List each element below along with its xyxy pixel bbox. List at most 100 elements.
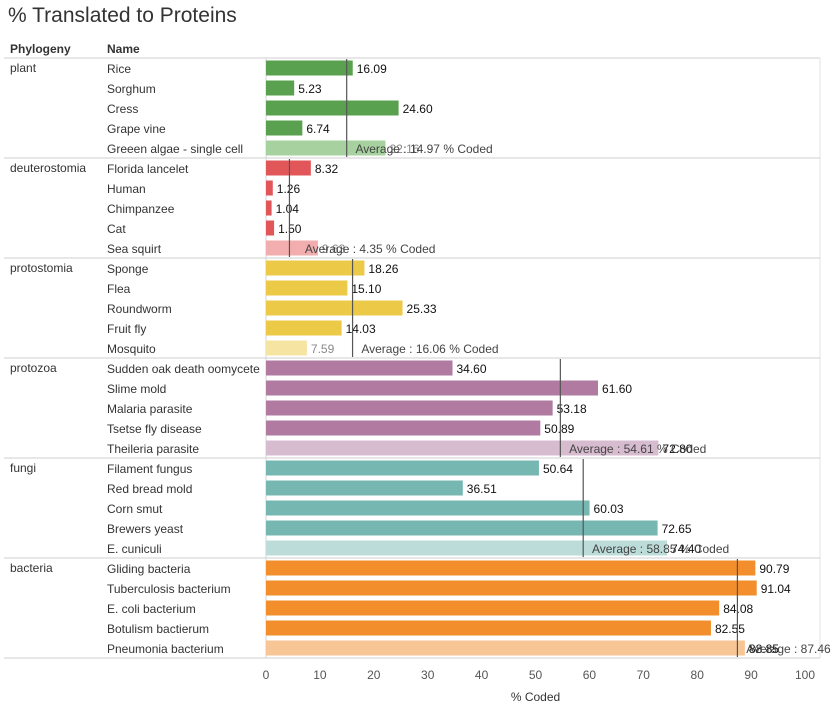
row-name-label: Malaria parasite [107, 402, 193, 416]
bar [266, 500, 590, 516]
row-name-label: Pneumonia bacterium [107, 642, 224, 656]
data-label: 5.23 [298, 82, 322, 96]
average-label: Average : 14.97 % Coded [355, 142, 492, 156]
x-tick-label: 0 [263, 668, 270, 682]
row-name-label: Corn smut [107, 502, 163, 516]
bar [266, 320, 342, 336]
row-name-label: Filament fungus [107, 462, 192, 476]
data-label: 22.16 [389, 142, 419, 156]
row-name-label: Roundworm [107, 302, 172, 316]
data-label: 74.40 [671, 542, 701, 556]
row-name-label: E. coli bacterium [107, 602, 196, 616]
data-label: 36.51 [467, 482, 497, 496]
data-label: 8.32 [315, 162, 339, 176]
bar [266, 380, 599, 396]
data-label: 9.63 [322, 242, 346, 256]
average-band [266, 140, 386, 156]
name-column-header: Name [107, 42, 140, 56]
bar [266, 580, 757, 596]
phylogeny-label: protostomia [10, 261, 73, 275]
bar [266, 280, 348, 296]
average-label: Average : 87.46 % Coded [746, 642, 831, 656]
data-label: 50.64 [543, 462, 573, 476]
data-label: 72.65 [662, 522, 692, 536]
bar [266, 460, 539, 476]
x-tick-label: 30 [421, 668, 435, 682]
data-label: 6.74 [306, 122, 330, 136]
data-label: 72.80 [662, 442, 692, 456]
row-name-label: Red bread mold [107, 482, 192, 496]
average-label: Average : 58.85 % Coded [592, 542, 729, 556]
average-band [266, 640, 745, 656]
row-name-label: Human [107, 182, 146, 196]
bar [266, 620, 711, 636]
bar [266, 100, 399, 116]
data-label: 1.04 [276, 202, 300, 216]
row-name-label: Sorghum [107, 82, 156, 96]
data-label: 61.60 [602, 382, 632, 396]
x-tick-label: 80 [691, 668, 705, 682]
bar [266, 420, 541, 436]
row-name-label: Cat [107, 222, 126, 236]
average-label: Average : 16.06 % Coded [361, 342, 498, 356]
data-label: 16.09 [357, 62, 387, 76]
row-name-label: Sudden oak death oomycete [107, 362, 260, 376]
data-label: 7.59 [311, 342, 335, 356]
data-label: 34.60 [456, 362, 486, 376]
data-label: 1.26 [277, 182, 301, 196]
row-name-label: Cress [107, 102, 138, 116]
row-name-label: Flea [107, 282, 131, 296]
row-name-label: Mosquito [107, 342, 156, 356]
row-name-label: Tsetse fly disease [107, 422, 202, 436]
chart-title: % Translated to Proteins [8, 4, 237, 27]
x-tick-label: 100 [795, 668, 815, 682]
bar [266, 200, 272, 216]
bar [266, 220, 275, 236]
bar [266, 600, 720, 616]
x-tick-label: 20 [367, 668, 381, 682]
average-band [266, 540, 668, 556]
row-name-label: Greeen algae - single cell [107, 142, 243, 156]
x-tick-label: 70 [637, 668, 651, 682]
row-name-label: Slime mold [107, 382, 166, 396]
bar [266, 260, 365, 276]
data-label: 53.18 [557, 402, 587, 416]
bar [266, 560, 756, 576]
bar [266, 60, 353, 76]
data-label: 90.79 [759, 562, 789, 576]
average-band [266, 340, 307, 356]
x-tick-label: 10 [313, 668, 327, 682]
row-name-label: Chimpanzee [107, 202, 175, 216]
data-label: 60.03 [594, 502, 624, 516]
x-tick-label: 40 [475, 668, 489, 682]
bar [266, 520, 658, 536]
row-name-label: Botulism bactierum [107, 622, 209, 636]
phylogeny-label: fungi [10, 461, 36, 475]
row-name-label: Grape vine [107, 122, 166, 136]
x-tick-label: 60 [583, 668, 597, 682]
phylogeny-label: protozoa [10, 361, 57, 375]
data-label: 50.89 [544, 422, 574, 436]
row-name-label: Brewers yeast [107, 522, 184, 536]
x-tick-label: 90 [744, 668, 758, 682]
bar [266, 160, 311, 176]
phylogeny-column-header: Phylogeny [10, 42, 71, 56]
bar [266, 180, 273, 196]
data-label: 14.03 [346, 322, 376, 336]
x-axis-title: % Coded [511, 690, 560, 704]
bar [266, 480, 463, 496]
row-name-label: Sponge [107, 262, 149, 276]
data-label: 82.55 [715, 622, 745, 636]
phylogeny-label: bacteria [10, 561, 53, 575]
row-name-label: Tuberculosis bacterium [107, 582, 231, 596]
bar [266, 360, 453, 376]
row-name-label: Sea squirt [107, 242, 162, 256]
average-label: Average : 54.61 % Coded [569, 442, 706, 456]
data-label: 84.08 [723, 602, 753, 616]
phylogeny-label: deuterostomia [10, 161, 86, 175]
bar [266, 80, 295, 96]
row-name-label: Fruit fly [107, 322, 146, 336]
row-name-label: Theileria parasite [107, 442, 199, 456]
row-name-label: Rice [107, 62, 131, 76]
